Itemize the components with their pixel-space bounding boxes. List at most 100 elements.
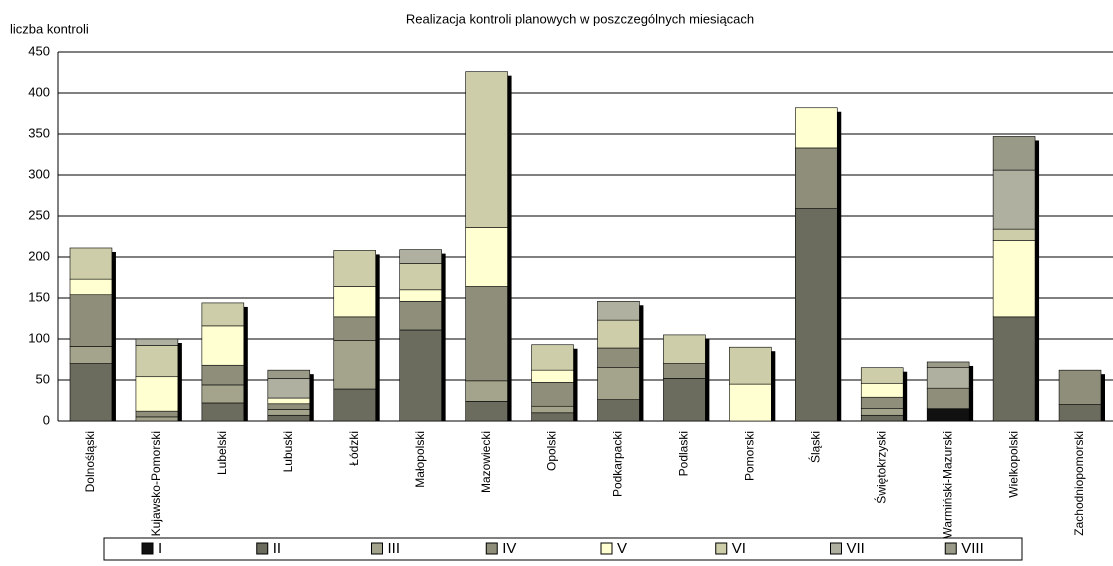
x-tick-label: Mazowiecki	[479, 431, 493, 493]
bar-segment	[860, 367, 904, 384]
legend-swatch	[600, 542, 613, 555]
x-tick-label: Opolski	[545, 431, 559, 471]
bar-segment	[860, 414, 904, 422]
bar-segment	[795, 107, 838, 149]
y-tick-label: 200	[28, 248, 50, 263]
bar-segment	[795, 147, 838, 209]
bar-segment	[333, 316, 376, 341]
bar-segment	[992, 169, 1036, 230]
y-tick-label: 250	[28, 207, 50, 222]
bar-segment	[531, 344, 574, 371]
legend-swatch	[256, 542, 269, 555]
x-tick-label: Wielkopolski	[1006, 431, 1020, 498]
bar-segment	[1058, 404, 1102, 422]
legend-swatch	[141, 542, 154, 555]
legend-label: I	[158, 540, 162, 557]
x-tick-label: Pomorski	[743, 431, 757, 481]
bar-segment	[465, 380, 508, 402]
bar-segment	[926, 361, 970, 368]
bar-segment	[201, 364, 245, 386]
y-tick-label: 0	[43, 412, 50, 427]
x-tick-label: Podlaski	[677, 431, 691, 476]
x-tick-label: Lubelski	[215, 431, 229, 475]
legend-swatch	[830, 542, 842, 555]
x-tick-label: Kujawsko-Pomorski	[149, 431, 163, 536]
legend-label: VIII	[961, 540, 984, 557]
chart-title: Realizacja kontroli planowych w poszczeg…	[406, 11, 754, 26]
bar-segment	[531, 405, 574, 414]
bar-segment	[69, 278, 113, 296]
bar-segment	[399, 263, 442, 291]
bar-segment	[860, 408, 904, 416]
bar-segment	[69, 346, 113, 364]
legend-label: IV	[502, 540, 516, 557]
bar-segment	[597, 347, 640, 368]
bar-segment	[729, 346, 772, 385]
bar-segment	[926, 387, 970, 410]
y-tick-label: 450	[28, 43, 50, 58]
bar-segment	[267, 409, 311, 416]
legend-swatch	[715, 542, 728, 555]
bar-segment	[267, 397, 311, 405]
legend-label: II	[273, 540, 281, 557]
bar-segment	[465, 227, 508, 287]
bar-segment	[201, 384, 245, 404]
bar-segment	[333, 340, 376, 390]
bar-segment	[860, 382, 904, 398]
bar-segment	[399, 329, 442, 422]
bar-segment	[992, 316, 1036, 422]
bar-segment	[465, 71, 508, 228]
bar-segment	[597, 399, 640, 422]
bar-segment	[135, 376, 179, 412]
bar-segment	[201, 325, 245, 366]
y-tick-label: 150	[28, 289, 50, 304]
x-tick-label: Śląski	[807, 431, 822, 463]
bar-segment	[69, 363, 113, 422]
x-tick-label: Lubuski	[281, 431, 295, 472]
x-tick-label: Łódzki	[347, 431, 361, 466]
x-tick-label: Dolnośląski	[83, 431, 97, 492]
bar-segment	[399, 300, 442, 331]
bar-segment	[135, 338, 179, 346]
bar-segment	[333, 250, 376, 287]
bar-segment	[597, 367, 640, 400]
x-tick-label: Podkarpacki	[611, 431, 625, 497]
bar-segment	[531, 369, 574, 383]
bar-segment	[399, 289, 442, 302]
legend-label: V	[617, 540, 627, 557]
bar-segment	[465, 286, 508, 382]
legend-box	[103, 537, 1023, 561]
bar-segment	[267, 378, 311, 399]
bar-segment	[663, 363, 706, 379]
bar-segment	[992, 240, 1036, 318]
y-tick-label: 300	[28, 166, 50, 181]
bar-segment	[1058, 369, 1102, 405]
bar-segment	[926, 408, 970, 422]
bar-segment	[465, 401, 508, 422]
bar-segment	[135, 410, 179, 418]
bar-segment	[267, 403, 311, 410]
bar-segment	[795, 208, 838, 422]
bar-segment	[597, 319, 640, 349]
y-tick-label: 400	[28, 84, 50, 99]
bar-segment	[333, 388, 376, 422]
legend-swatch	[371, 542, 383, 555]
legend-label: III	[388, 540, 401, 557]
y-axis-label: liczba kontroli	[10, 21, 89, 36]
y-tick-label: 100	[28, 330, 50, 345]
bar-segment	[267, 414, 311, 422]
bar-segment	[201, 302, 245, 327]
legend-swatch	[485, 542, 498, 555]
bar-segment	[201, 402, 245, 422]
bar-segment	[69, 247, 113, 280]
y-tick-label: 350	[28, 125, 50, 140]
bar-segment	[729, 383, 772, 422]
bar-segment	[531, 412, 574, 422]
x-tick-label: Świętokrzyski	[873, 431, 888, 504]
bar-segment	[663, 334, 706, 364]
bar-segment	[597, 300, 640, 321]
x-tick-label: Małopolski	[413, 431, 427, 488]
bar-segment	[399, 249, 442, 264]
